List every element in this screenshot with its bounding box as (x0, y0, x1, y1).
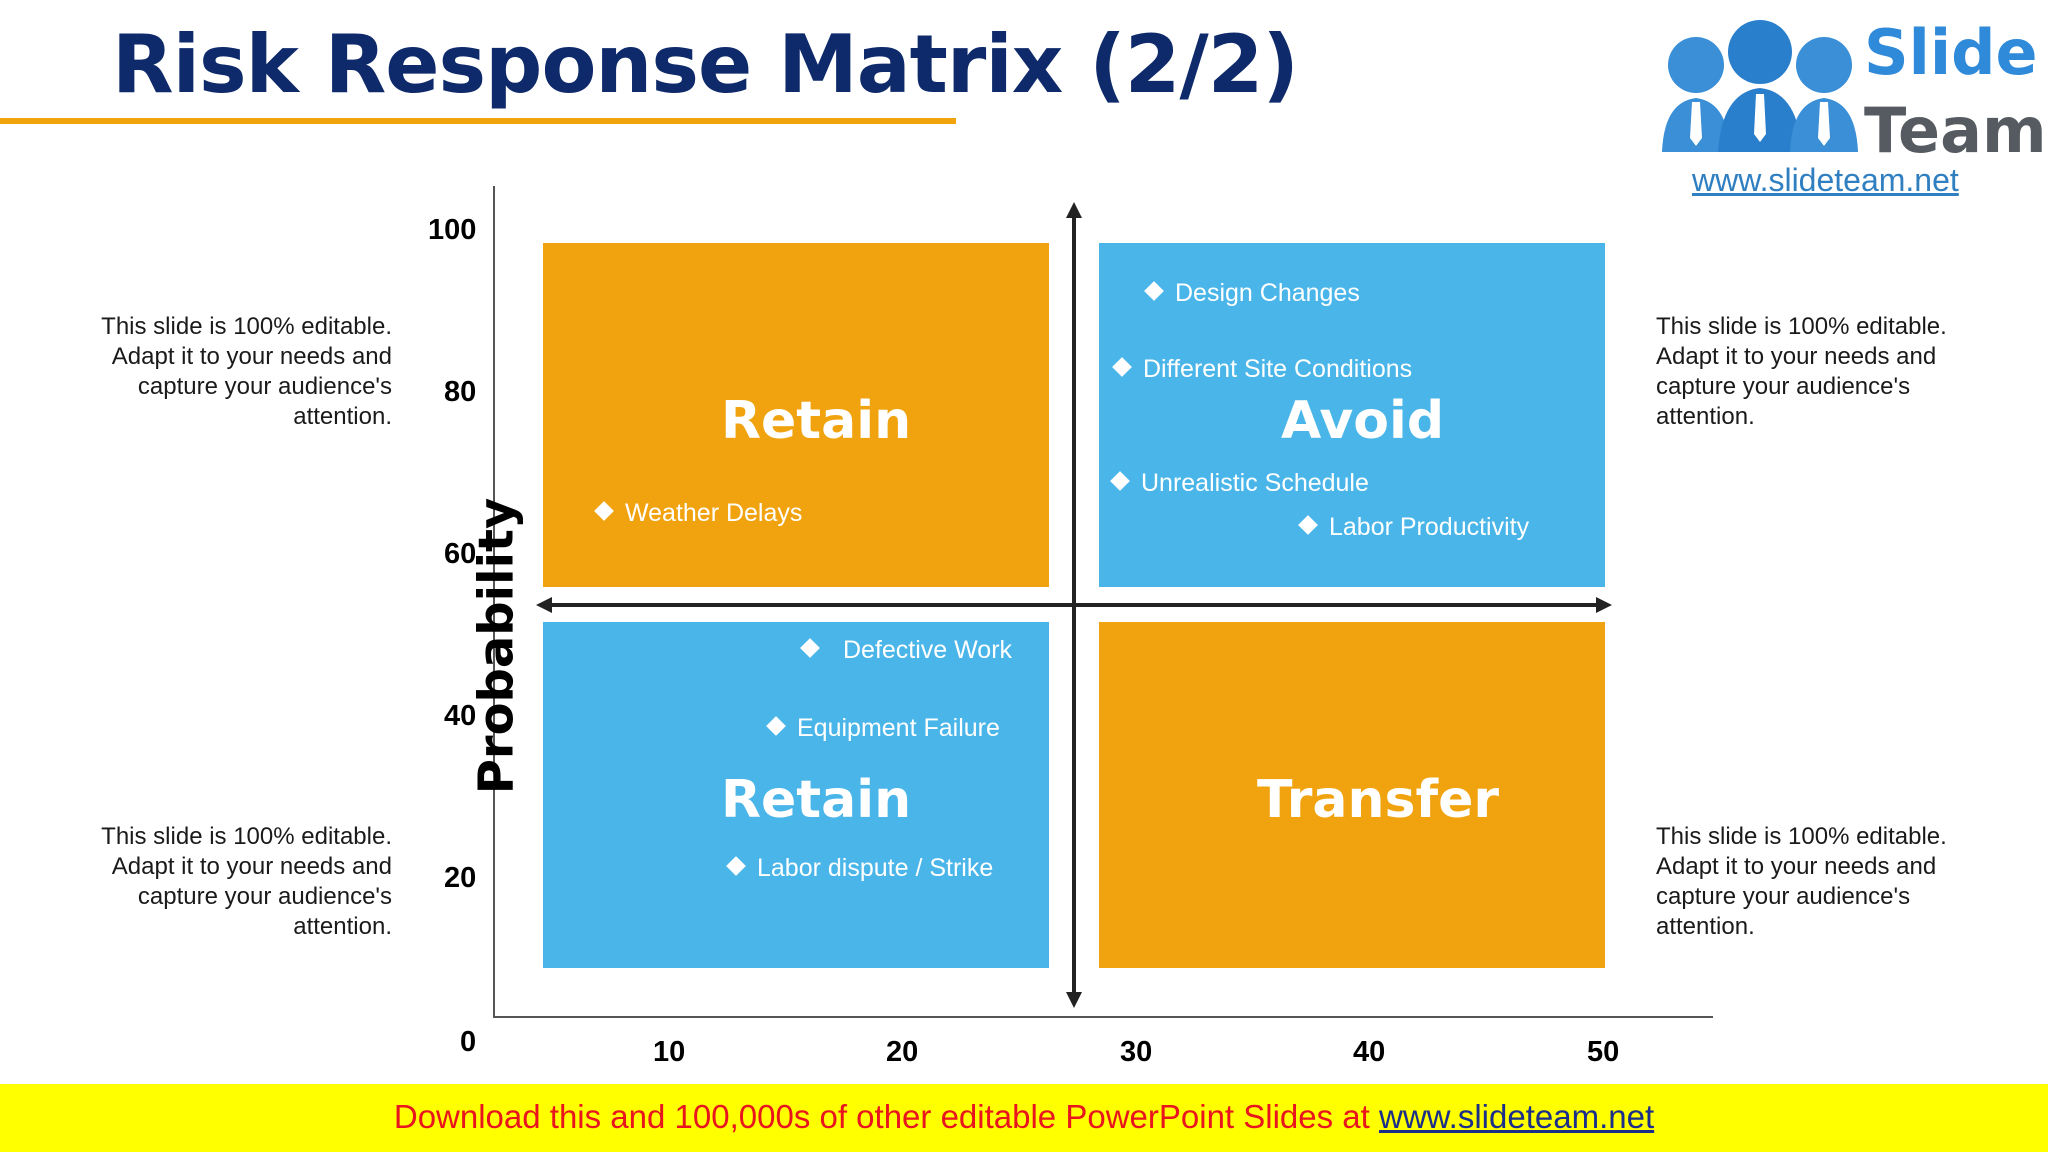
y-tick-40: 40 (444, 700, 477, 732)
slideteam-logo[interactable]: Slide Team www.slideteam.net (1640, 0, 2047, 198)
arrow-right-head (1596, 597, 1612, 613)
risk-item: Labor Productivity (1298, 513, 1529, 542)
side-text-bottom-left: This slide is 100% editable. Adapt it to… (101, 823, 392, 940)
title-underline (0, 118, 956, 124)
y-tick-80: 80 (444, 376, 477, 408)
side-text-top-left: This slide is 100% editable. Adapt it to… (101, 313, 392, 430)
quadrant-bottom-left: Retain Defective Work Equipment Failure … (543, 622, 1049, 968)
risk-item: Weather Delays (594, 499, 802, 528)
logo-word-slide: Slide (1864, 16, 2038, 89)
y-tick-0: 0 (460, 1026, 477, 1058)
x-tick-20: 20 (886, 1036, 919, 1068)
x-axis-line (493, 1016, 1713, 1018)
y-tick-100: 100 (428, 214, 477, 246)
x-tick-40: 40 (1353, 1036, 1386, 1068)
quadrant-label: Avoid (1281, 391, 1445, 451)
side-text-bottom-right: This slide is 100% editable. Adapt it to… (1656, 823, 1947, 940)
x-tick-50: 50 (1587, 1036, 1620, 1068)
quadrant-label: Transfer (1257, 770, 1499, 830)
arrow-up-head (1066, 202, 1082, 218)
quadrant-top-right: Avoid Design Changes Different Site Cond… (1099, 243, 1605, 587)
risk-item: Defective Work (800, 636, 1012, 665)
quadrant-label: Retain (721, 391, 912, 451)
footer-link[interactable]: www.slideteam.net (1379, 1098, 1655, 1135)
risk-item: Equipment Failure (766, 714, 1000, 743)
arrow-left-head (536, 597, 552, 613)
y-tick-60: 60 (444, 538, 477, 570)
logo-url-link[interactable]: www.slideteam.net (1692, 162, 1959, 198)
quadrant-label: Retain (721, 770, 912, 830)
quadrant-top-left: Retain Weather Delays (543, 243, 1049, 587)
y-axis-line (493, 186, 495, 1018)
footer-banner: Download this and 100,000s of other edit… (0, 1084, 2048, 1152)
arrow-down-head (1066, 992, 1082, 1008)
risk-item: Labor dispute / Strike (726, 854, 993, 883)
risk-item: Design Changes (1144, 279, 1360, 308)
x-tick-10: 10 (653, 1036, 686, 1068)
logo-word-team: Team (1864, 94, 2047, 167)
people-logo-icon (1662, 20, 1858, 152)
risk-item: Different Site Conditions (1112, 355, 1412, 384)
x-tick-30: 30 (1120, 1036, 1153, 1068)
side-text-top-right: This slide is 100% editable. Adapt it to… (1656, 313, 1947, 430)
risk-item: Unrealistic Schedule (1110, 469, 1369, 498)
page-title: Risk Response Matrix (2/2) (112, 18, 1299, 111)
footer-message: Download this and 100,000s of other edit… (393, 1098, 1379, 1135)
y-tick-20: 20 (444, 862, 477, 894)
quadrant-bottom-right: Transfer (1099, 622, 1605, 968)
footer-text: Download this and 100,000s of other edit… (0, 1098, 2048, 1136)
